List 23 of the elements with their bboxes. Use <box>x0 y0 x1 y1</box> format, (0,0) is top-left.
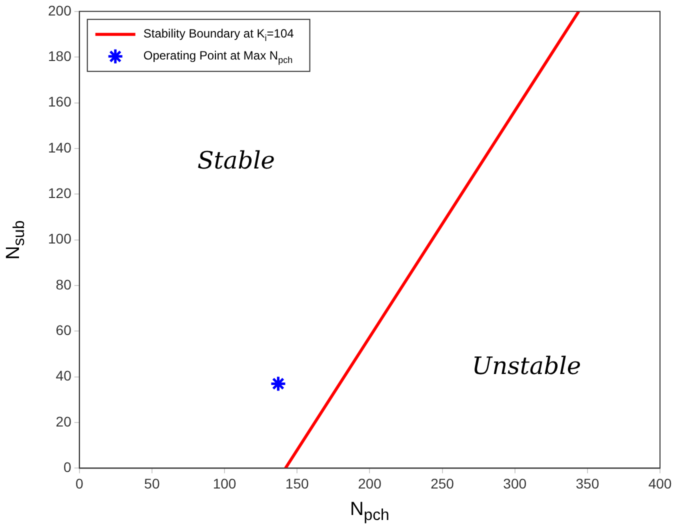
y-tick-label: 100 <box>48 230 72 247</box>
x-axis-title: N$_{pch}$ <box>349 499 390 525</box>
x-tick-label: 0 <box>75 475 84 492</box>
y-tick-label: 0 <box>64 459 72 476</box>
x-tick-label: 50 <box>144 475 160 492</box>
x-tick-label: 100 <box>212 475 236 492</box>
y-tick-label: 200 <box>48 2 72 18</box>
y-tick-label: 80 <box>56 276 72 292</box>
annotation: Unstable <box>472 352 582 380</box>
y-tick-label: 20 <box>56 413 72 430</box>
x-tick-label: 300 <box>503 475 527 492</box>
x-tick-label: 150 <box>285 475 309 492</box>
y-tick-label: 160 <box>48 94 72 110</box>
y-tick-label: 140 <box>48 139 72 156</box>
x-tick-label: 350 <box>576 475 600 492</box>
x-tick-label: 400 <box>648 475 672 492</box>
x-tick-label: 200 <box>358 475 382 492</box>
x-tick-label: 250 <box>430 475 454 492</box>
annotation: Stable <box>197 146 275 174</box>
y-tick-label: 60 <box>56 322 72 338</box>
y-tick-label: 40 <box>56 368 72 384</box>
y-tick-label: 180 <box>48 48 72 64</box>
y-tick-label: 120 <box>48 184 72 201</box>
